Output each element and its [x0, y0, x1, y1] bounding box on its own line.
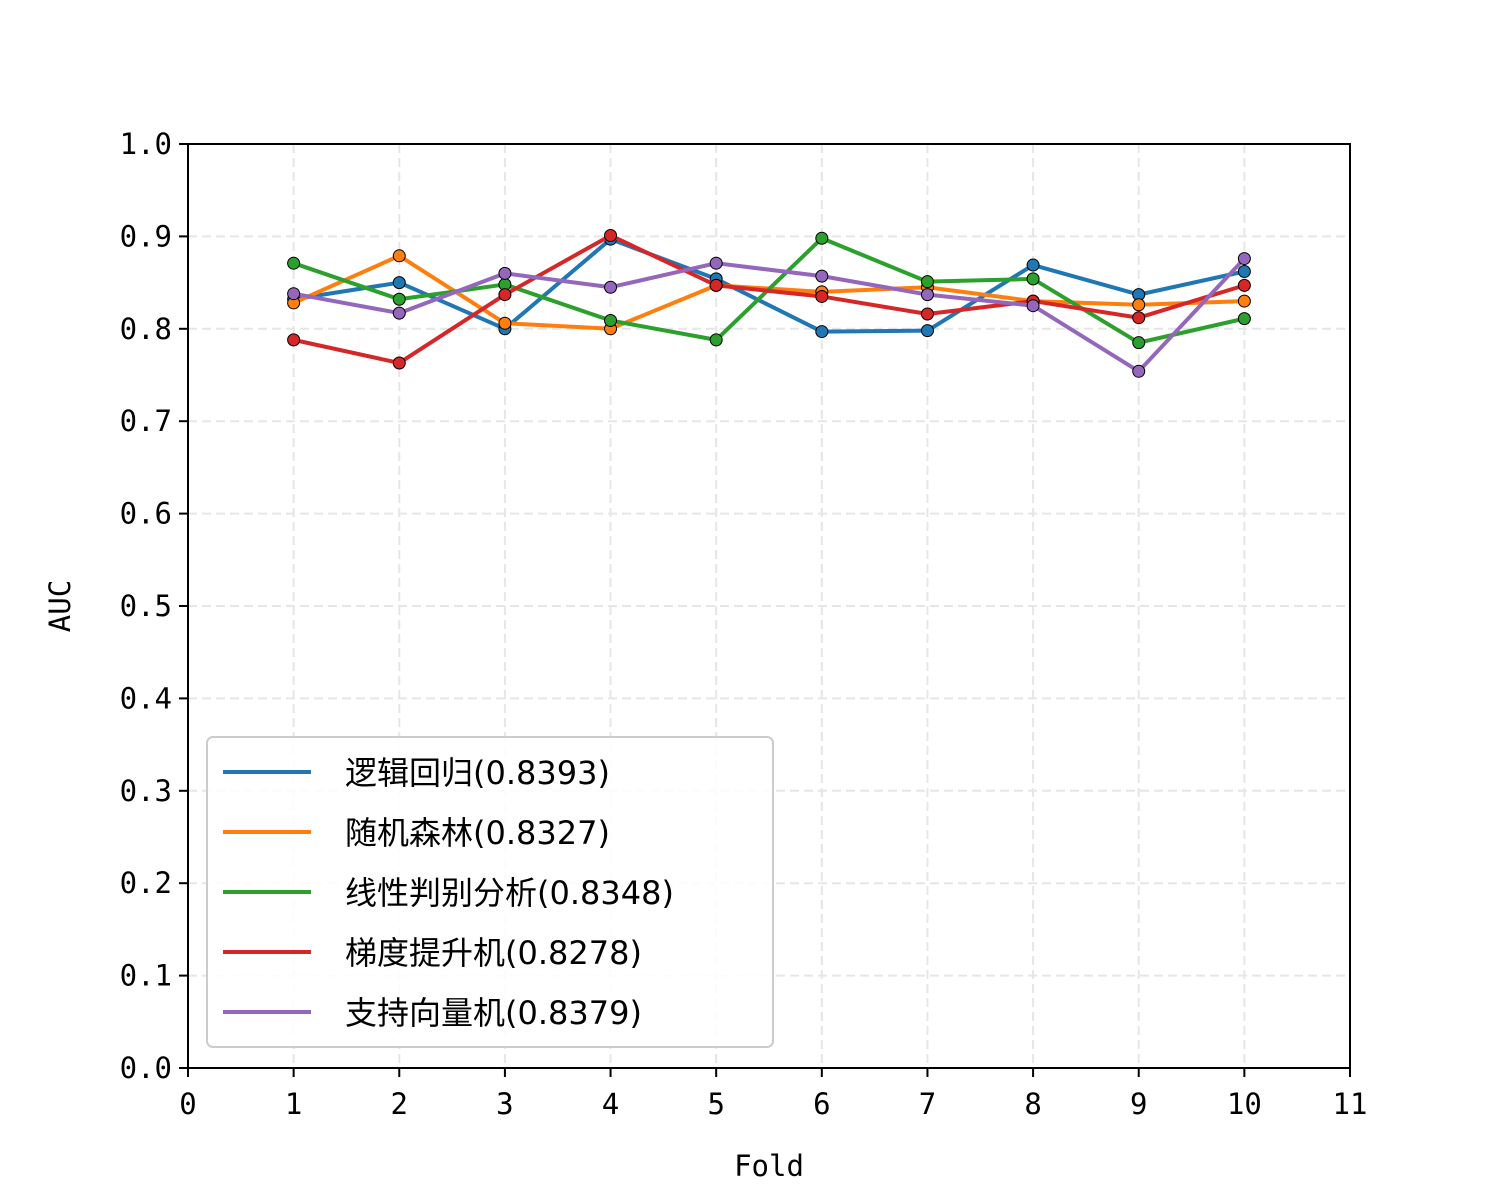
x-tick-label: 10 — [1227, 1087, 1262, 1121]
data-point — [815, 269, 829, 283]
x-tick-label: 3 — [496, 1087, 513, 1121]
data-point — [1026, 299, 1040, 313]
legend-box — [206, 736, 774, 1048]
y-tick-label: 0.6 — [120, 497, 172, 531]
data-point — [1132, 336, 1146, 350]
data-point — [604, 313, 618, 327]
x-tick-label: 4 — [602, 1087, 619, 1121]
data-point — [709, 333, 723, 347]
data-point — [815, 231, 829, 245]
data-point — [604, 228, 618, 242]
legend: 逻辑回归(0.8393) 随机森林(0.8327) 线性判别分析(0.8348) 梯度… — [206, 736, 774, 1048]
legend-label: 梯度提升机(0.8278) — [345, 934, 642, 972]
y-tick-label: 0.3 — [120, 774, 172, 808]
y-axis-label: AUC — [43, 580, 77, 632]
data-point — [1237, 312, 1251, 326]
data-point — [920, 324, 934, 338]
x-tick-label: 11 — [1333, 1087, 1368, 1121]
x-tick-label: 8 — [1024, 1087, 1041, 1121]
y-tick-label: 0.5 — [120, 589, 172, 623]
data-point — [392, 306, 406, 320]
series-line — [293, 257, 1246, 374]
data-point — [604, 280, 618, 294]
x-tick-label: 6 — [813, 1087, 830, 1121]
series — [287, 228, 1251, 370]
data-point — [1237, 252, 1251, 266]
series-line — [293, 237, 1245, 334]
data-point — [287, 333, 301, 347]
legend-label: 线性判别分析(0.8348) — [345, 874, 674, 912]
data-point — [287, 256, 301, 270]
data-point — [498, 266, 512, 280]
data-point — [815, 289, 829, 303]
y-tick-label: 0.4 — [120, 681, 172, 715]
data-point — [392, 292, 406, 306]
data-point — [709, 256, 723, 270]
data-point — [1237, 278, 1251, 292]
axis-ticks: 0 1 2 3 4 5 6 7 8 9 10 11 0.0 0.1 0.2 0.3 0.4 0.5 0.6 0.7 0.… — [120, 127, 1368, 1121]
y-tick-label: 1.0 — [120, 127, 172, 161]
data-point — [1026, 258, 1040, 272]
y-tick-label: 0.8 — [120, 312, 172, 346]
x-tick-label: 5 — [707, 1087, 724, 1121]
x-tick-label: 7 — [919, 1087, 936, 1121]
legend-label: 逻辑回归(0.8393) — [345, 754, 610, 792]
data-point — [1237, 294, 1251, 308]
data-point — [1026, 272, 1040, 286]
data-point — [1132, 298, 1146, 312]
x-tick-label: 2 — [391, 1087, 408, 1121]
data-point — [1132, 311, 1146, 325]
y-tick-label: 0.9 — [120, 219, 172, 253]
data-point — [392, 276, 406, 290]
data-point — [498, 288, 512, 302]
data-point — [815, 325, 829, 339]
x-tick-label: 9 — [1130, 1087, 1147, 1121]
x-tick-label: 1 — [285, 1087, 302, 1121]
data-point — [287, 287, 301, 301]
data-point — [1132, 364, 1146, 378]
series-lines — [287, 228, 1251, 378]
data-point — [498, 316, 512, 330]
legend-label: 支持向量机(0.8379) — [345, 994, 642, 1032]
data-point — [392, 249, 406, 263]
data-point — [709, 278, 723, 292]
x-axis-label: Fold — [734, 1149, 804, 1183]
data-point — [920, 288, 934, 302]
series — [287, 252, 1251, 378]
y-tick-label: 0.1 — [120, 959, 172, 993]
legend-label: 随机森林(0.8327) — [345, 814, 610, 852]
data-point — [1237, 265, 1251, 279]
data-point — [920, 307, 934, 321]
x-tick-label: 0 — [179, 1087, 196, 1121]
data-point — [392, 356, 406, 370]
data-point — [920, 275, 934, 289]
y-tick-label: 0.0 — [120, 1051, 172, 1085]
y-tick-label: 0.7 — [120, 404, 172, 438]
y-tick-label: 0.2 — [120, 866, 172, 900]
series-line — [293, 233, 1245, 365]
